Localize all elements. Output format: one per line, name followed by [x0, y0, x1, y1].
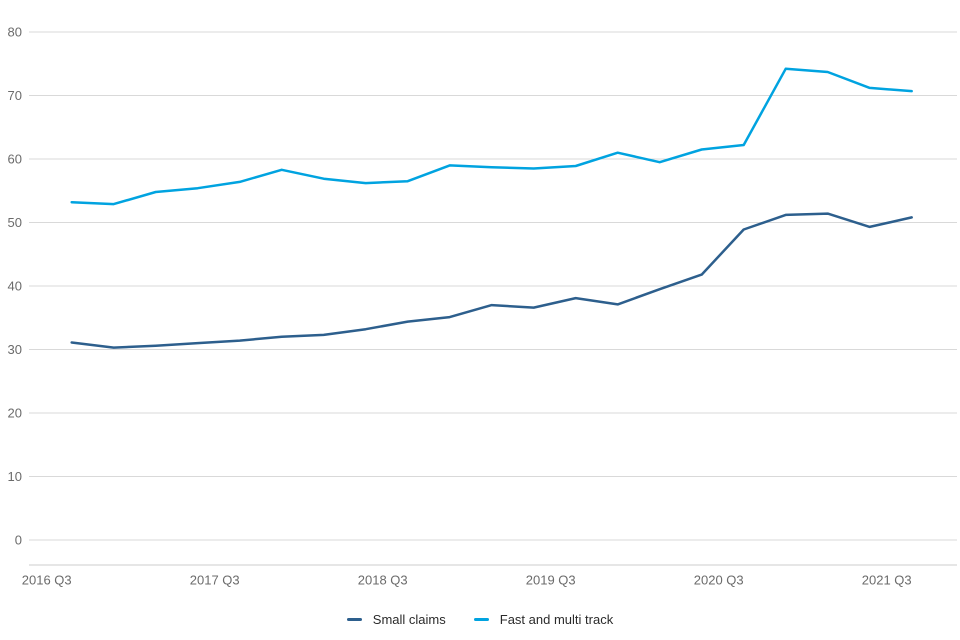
y-axis-tick-label: 80: [8, 25, 22, 40]
y-axis-tick-label: 30: [8, 342, 22, 357]
y-axis-tick-label: 0: [15, 533, 22, 548]
x-axis-tick-label: 2016 Q3: [22, 573, 72, 588]
small-claims-line-swatch-icon: [346, 617, 362, 621]
series-line-fast-and-multi-track: [70, 67, 913, 206]
x-axis-tick-label: 2018 Q3: [358, 573, 408, 588]
x-axis-tick-label: 2020 Q3: [694, 573, 744, 588]
x-axis-tick-label: 2021 Q3: [862, 573, 912, 588]
y-axis-tick-label: 60: [8, 152, 22, 167]
chart-legend: Small claims Fast and multi track: [0, 606, 960, 632]
y-axis-tick-label: 70: [8, 88, 22, 103]
legend-label-fast-and-multi-track: Fast and multi track: [499, 611, 614, 627]
x-axis-tick-label: 2019 Q3: [526, 573, 576, 588]
chart-canvas: 0 10 20 30 40 50 60 70 80 2016 Q3 2017 Q3 2018 Q3 20…: [8, 25, 957, 588]
y-axis-tick-label: 20: [8, 406, 22, 421]
y-axis-tick-label: 40: [8, 279, 22, 294]
legend-item-fast-and-multi-track[interactable]: Fast and multi track: [473, 611, 614, 627]
x-axis-tick-label: 2017 Q3: [190, 573, 240, 588]
y-axis-tick-label: 50: [8, 215, 22, 230]
legend-label-small-claims: Small claims: [372, 611, 446, 627]
fast-and-multi-track-line-swatch-icon: [473, 617, 489, 621]
series-line-small-claims: [70, 212, 913, 349]
y-axis-tick-label: 10: [8, 469, 22, 484]
legend-item-small-claims[interactable]: Small claims: [346, 611, 446, 627]
